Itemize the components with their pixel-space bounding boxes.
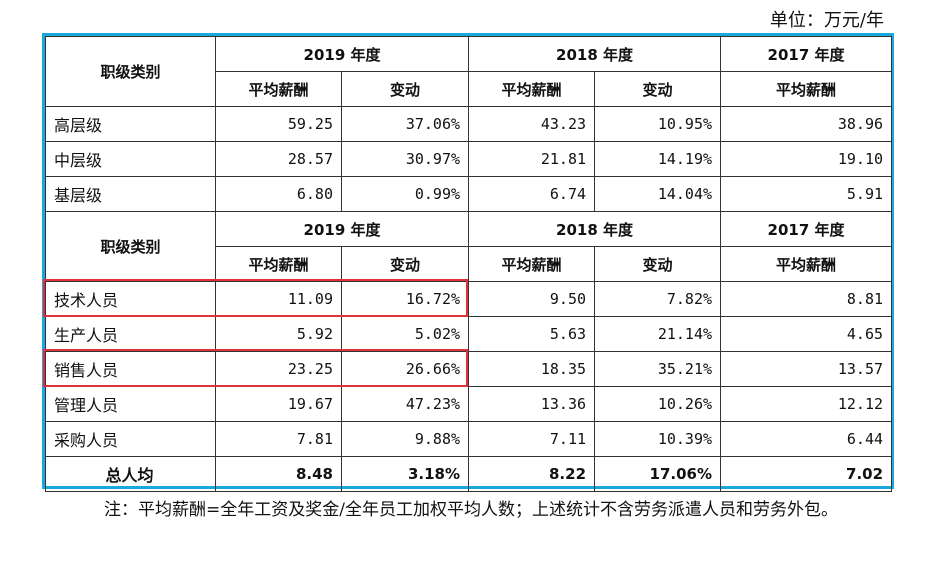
table-row: 管理人员 19.67 47.23% 13.36 10.26% 12.12	[45, 386, 893, 422]
cell: 6.80	[215, 176, 342, 212]
sub-header: 变动	[594, 71, 722, 107]
cell: 7.82%	[594, 281, 722, 317]
row-label: 销售人员	[45, 351, 216, 387]
cell: 10.26%	[594, 386, 722, 422]
table-row: 技术人员 11.09 16.72% 9.50 7.82% 8.81	[45, 281, 893, 317]
table-row: 中层级 28.57 30.97% 21.81 14.19% 19.10	[45, 141, 893, 177]
sub-header: 变动	[340, 246, 470, 282]
cell: 35.21%	[594, 351, 722, 387]
cell: 0.99%	[340, 176, 470, 212]
cell: 3.18%	[340, 456, 470, 492]
cell: 8.48	[215, 456, 342, 492]
table-row: 基层级 6.80 0.99% 6.74 14.04% 5.91	[45, 176, 893, 212]
total-label: 总人均	[45, 456, 216, 492]
cell: 5.92	[215, 316, 342, 352]
year-header-2018: 2018 年度	[468, 36, 722, 72]
cell: 28.57	[215, 141, 342, 177]
cell: 5.63	[468, 316, 596, 352]
sub-header: 平均薪酬	[468, 71, 596, 107]
cell: 30.97%	[340, 141, 470, 177]
category-header: 职级类别	[45, 36, 216, 107]
row-label: 高层级	[45, 106, 216, 142]
table-row: 采购人员 7.81 9.88% 7.11 10.39% 6.44	[45, 421, 893, 457]
row-label: 中层级	[45, 141, 216, 177]
cell: 9.50	[468, 281, 596, 317]
cell: 8.81	[720, 281, 893, 317]
cell: 7.11	[468, 421, 596, 457]
total-row: 总人均 8.48 3.18% 8.22 17.06% 7.02	[45, 456, 893, 492]
year-header-2019: 2019 年度	[214, 211, 470, 247]
sub-header: 平均薪酬	[720, 71, 893, 107]
cell: 13.36	[468, 386, 596, 422]
cell: 43.23	[468, 106, 596, 142]
year-header-2017: 2017 年度	[720, 36, 893, 72]
cell: 23.25	[215, 351, 342, 387]
row-label: 技术人员	[45, 281, 216, 317]
cell: 21.81	[468, 141, 596, 177]
cell: 9.88%	[340, 421, 470, 457]
cell: 47.23%	[340, 386, 470, 422]
cell: 18.35	[468, 351, 596, 387]
cell: 5.02%	[340, 316, 470, 352]
sub-header: 变动	[340, 71, 470, 107]
cell: 8.22	[468, 456, 596, 492]
row-label: 采购人员	[45, 421, 216, 457]
salary-table-frame: 职级类别 2019 年度 2018 年度 2017 年度 平均薪酬 变动 平均薪…	[42, 33, 894, 492]
cell: 10.95%	[594, 106, 722, 142]
row-label: 生产人员	[45, 316, 216, 352]
row-label: 基层级	[45, 176, 216, 212]
cell: 38.96	[720, 106, 893, 142]
sub-header: 变动	[594, 246, 722, 282]
category-header: 职级类别	[45, 211, 216, 282]
cell: 13.57	[720, 351, 893, 387]
cell: 14.19%	[594, 141, 722, 177]
cell: 6.44	[720, 421, 893, 457]
cell: 10.39%	[594, 421, 722, 457]
sub-header: 平均薪酬	[468, 246, 596, 282]
row-label: 管理人员	[45, 386, 216, 422]
cell: 16.72%	[340, 281, 470, 317]
cell: 6.74	[468, 176, 596, 212]
cell: 11.09	[215, 281, 342, 317]
cell: 26.66%	[340, 351, 470, 387]
cell: 14.04%	[594, 176, 722, 212]
cell: 19.67	[215, 386, 342, 422]
cell: 17.06%	[594, 456, 722, 492]
sub-header: 平均薪酬	[215, 246, 342, 282]
cell: 12.12	[720, 386, 893, 422]
cell: 4.65	[720, 316, 893, 352]
year-header-2017: 2017 年度	[720, 211, 893, 247]
cell: 7.02	[720, 456, 893, 492]
cell: 59.25	[215, 106, 342, 142]
sub-header: 平均薪酬	[215, 71, 342, 107]
unit-label: 单位：万元/年	[769, 10, 884, 31]
table-row: 生产人员 5.92 5.02% 5.63 21.14% 4.65	[45, 316, 893, 352]
salary-table: 职级类别 2019 年度 2018 年度 2017 年度 平均薪酬 变动 平均薪…	[45, 36, 893, 492]
table-row: 销售人员 23.25 26.66% 18.35 35.21% 13.57	[45, 351, 893, 387]
year-header-2018: 2018 年度	[468, 211, 722, 247]
cell: 37.06%	[340, 106, 470, 142]
sub-header: 平均薪酬	[720, 246, 893, 282]
table-row: 高层级 59.25 37.06% 43.23 10.95% 38.96	[45, 106, 893, 142]
year-header-2019: 2019 年度	[214, 36, 470, 72]
table-footnote: 注：平均薪酬=全年工资及奖金/全年员工加权平均人数；上述统计不含劳务派遣人员和劳…	[104, 500, 838, 520]
cell: 7.81	[215, 421, 342, 457]
cell: 21.14%	[594, 316, 722, 352]
cell: 19.10	[720, 141, 893, 177]
cell: 5.91	[720, 176, 893, 212]
